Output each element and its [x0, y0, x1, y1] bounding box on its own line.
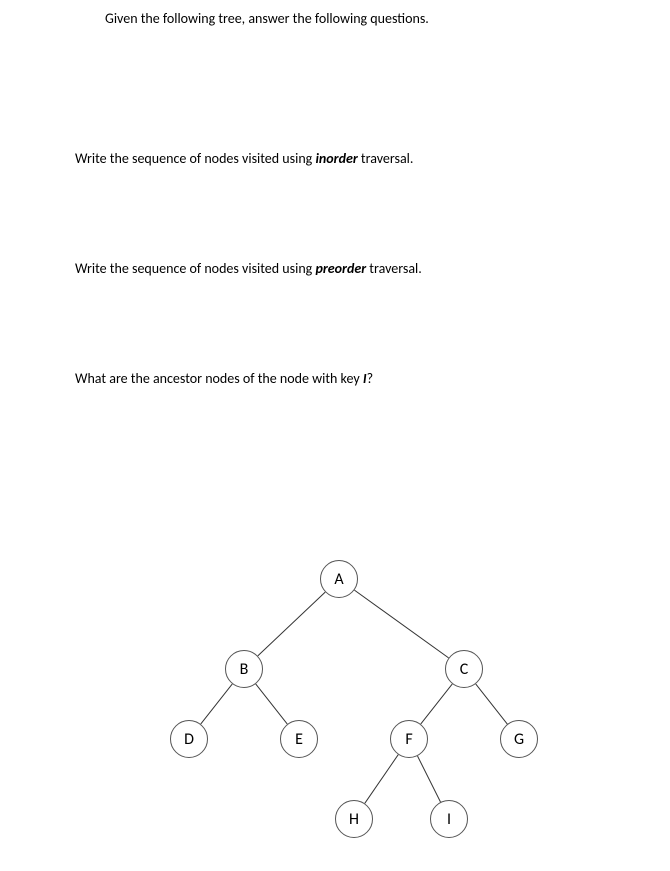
- tree-node-f: F: [390, 720, 428, 758]
- tree-edge: [421, 684, 453, 724]
- tree-node-g: G: [500, 720, 538, 758]
- tree-edge: [258, 592, 325, 656]
- tree-node-i: I: [430, 800, 468, 838]
- tree-node-b: B: [225, 650, 263, 688]
- tree-node-h: H: [335, 800, 373, 838]
- tree-edge: [476, 684, 508, 724]
- tree-edge: [365, 755, 398, 804]
- tree-node-a: A: [320, 560, 358, 598]
- tree-node-c: C: [445, 650, 483, 688]
- tree-edge: [354, 590, 448, 658]
- tree-edge: [201, 684, 233, 724]
- tree-node-e: E: [280, 720, 318, 758]
- tree-node-d: D: [170, 720, 208, 758]
- tree-edges: [0, 0, 670, 871]
- tree-edge: [256, 684, 288, 724]
- page: Given the following tree, answer the fol…: [0, 0, 670, 871]
- tree-edge: [418, 756, 441, 802]
